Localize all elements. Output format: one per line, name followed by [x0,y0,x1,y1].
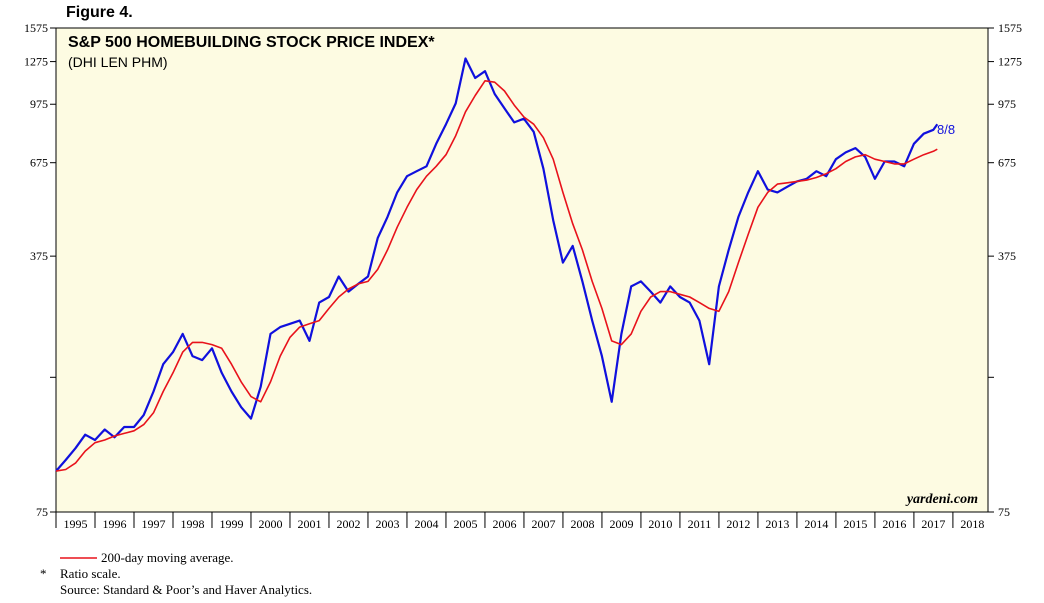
y-tick-label-left: 1275 [24,55,48,69]
x-tick-label: 2012 [726,517,750,531]
ratio-note: Ratio scale. [60,566,121,581]
y-tick-label-left: 675 [30,156,48,170]
x-tick-label: 2018 [960,517,984,531]
x-tick-label: 2004 [414,517,438,531]
x-tick-label: 2002 [336,517,360,531]
y-tick-label-right: 375 [998,249,1016,263]
x-tick-label: 1998 [180,517,204,531]
y-tick-label-right: 675 [998,156,1016,170]
figure-label: Figure 4. [66,4,133,21]
brand-label: yardeni.com [905,492,978,507]
x-tick-label: 2009 [609,517,633,531]
x-tick-label: 2015 [843,517,867,531]
y-tick-label-left: 975 [30,97,48,111]
y-tick-label-right: 1275 [998,55,1022,69]
x-tick-label: 2011 [688,517,712,531]
x-tick-label: 2016 [882,517,906,531]
legend-ma-label: 200-day moving average. [101,550,233,565]
x-tick-label: 1999 [219,517,243,531]
x-tick-label: 2006 [492,517,516,531]
y-tick-label-left: 1575 [24,21,48,35]
x-tick-label: 2013 [765,517,789,531]
x-tick-label: 2003 [375,517,399,531]
plot-area [55,27,989,513]
x-tick-label: 1995 [63,517,87,531]
moving-average-line [55,80,938,472]
y-tick-label-right: 75 [998,505,1010,519]
x-tick-label: 2017 [921,517,945,531]
x-tick-label: 2014 [804,517,828,531]
last-date-annotation: 8/8 [937,122,955,137]
x-tick-label: 1997 [141,517,165,531]
x-tick-label: 2010 [648,517,672,531]
x-tick-label: 2008 [570,517,594,531]
asterisk-note: * [40,566,47,581]
y-tick-label-right: 975 [998,97,1016,111]
x-tick-label: 1996 [102,517,126,531]
source-note: Source: Standard & Poor’s and Haver Anal… [60,582,312,597]
x-tick-label: 2007 [531,517,555,531]
y-tick-label-right: 1575 [998,21,1022,35]
series-layer [55,57,939,472]
axis-ticks: 1575 1575 1275 1275 975 975 675 675 375 375 75 75 19… [24,21,1022,531]
x-tick-label: 2000 [258,517,282,531]
x-tick-label: 2001 [297,517,321,531]
chart-title: S&P 500 HOMEBUILDING STOCK PRICE INDEX* [68,34,435,51]
y-tick-label-left: 75 [36,505,48,519]
y-tick-label-left: 375 [30,249,48,263]
chart-subtitle: (DHI LEN PHM) [68,54,168,70]
x-tick-label: 2005 [453,517,477,531]
